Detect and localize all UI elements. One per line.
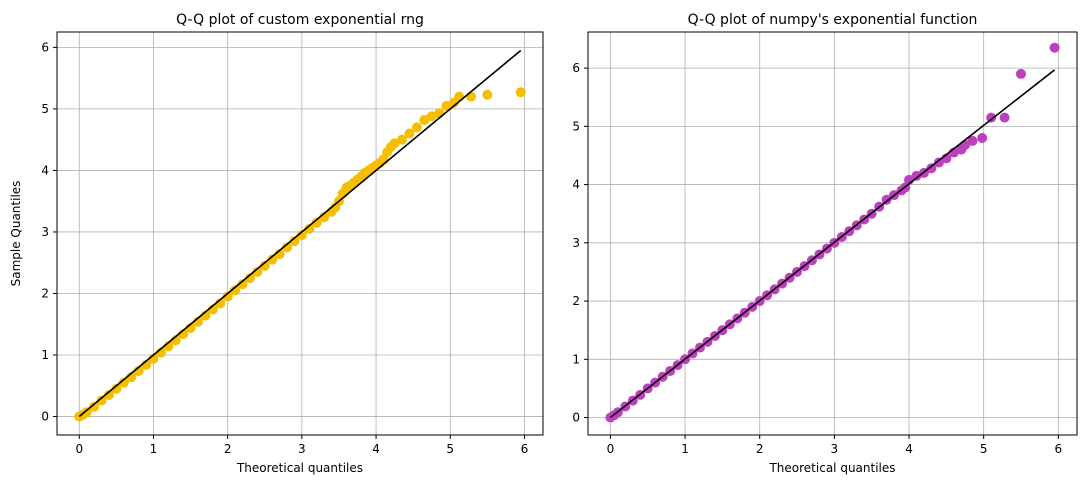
data-point	[267, 254, 278, 265]
x-tick-label: 3	[298, 442, 306, 456]
data-point	[404, 128, 415, 139]
data-point	[419, 114, 430, 125]
data-point	[252, 266, 263, 277]
x-tick-label: 6	[1055, 442, 1063, 456]
data-point	[411, 122, 422, 133]
y-tick-label: 3	[41, 225, 49, 239]
y-tick-label: 5	[41, 102, 49, 116]
data-point	[259, 260, 270, 271]
y-tick-label: 0	[572, 411, 580, 425]
data-point	[96, 395, 107, 406]
data-point	[304, 223, 315, 234]
data-point	[89, 401, 100, 412]
y-axis-label: Sample Quantiles	[9, 181, 23, 287]
data-point	[466, 91, 477, 102]
chart-title: Q-Q plot of numpy's exponential function	[688, 12, 978, 28]
y-tick-label: 5	[572, 119, 580, 133]
x-tick-label: 5	[446, 442, 454, 456]
y-tick-label: 2	[41, 286, 49, 300]
data-point	[230, 285, 241, 296]
data-point	[311, 217, 322, 228]
data-point	[986, 112, 997, 123]
x-tick-label: 1	[681, 442, 689, 456]
x-tick-label: 6	[521, 442, 529, 456]
data-point	[454, 91, 465, 102]
data-point	[977, 132, 988, 143]
data-point	[282, 242, 293, 253]
data-point	[434, 108, 445, 119]
right-qq-plot: 0 1 2 3 4 5 6 0 1 2 3 4 5 6 Q-Q plot of numpy's expone…	[572, 12, 1078, 475]
data-point	[222, 291, 233, 302]
x-tick-label: 1	[150, 442, 158, 456]
data-point	[111, 383, 122, 394]
y-tick-label: 3	[572, 236, 580, 250]
data-point	[881, 194, 892, 205]
data-point	[933, 157, 944, 168]
chart-title: Q-Q plot of custom exponential rng	[176, 12, 424, 28]
x-tick-label: 0	[75, 442, 83, 456]
x-tick-label: 3	[831, 442, 839, 456]
x-tick-label: 2	[224, 442, 232, 456]
data-point	[118, 377, 129, 388]
y-tick-label: 6	[41, 40, 49, 54]
data-point	[482, 89, 493, 100]
reference-line	[609, 69, 1056, 419]
reference-line	[78, 49, 522, 418]
data-point	[289, 236, 300, 247]
y-tick-label: 1	[572, 352, 580, 366]
data-point	[999, 112, 1010, 123]
data-point	[967, 135, 978, 146]
data-point	[1049, 42, 1060, 53]
y-tick-label: 6	[572, 61, 580, 75]
x-tick-label: 4	[905, 442, 913, 456]
data-point	[515, 87, 526, 98]
x-tick-label: 0	[607, 442, 615, 456]
plot-frame	[587, 31, 1078, 436]
data-point	[103, 390, 114, 401]
plot-frame	[56, 31, 544, 436]
left-qq-plot: 0 1 2 3 4 5 6 0 1 2 3 4 5 6 Q-Q plot of custom exponen…	[9, 12, 544, 475]
y-tick-label: 4	[572, 178, 580, 192]
y-tick-label: 2	[572, 294, 580, 308]
data-point	[389, 138, 400, 149]
y-tick-label: 1	[41, 348, 49, 362]
data-point	[237, 279, 248, 290]
y-tick-label: 0	[41, 410, 49, 424]
data-point	[397, 134, 408, 145]
x-tick-label: 2	[756, 442, 764, 456]
data-point	[296, 230, 307, 241]
x-tick-label: 5	[980, 442, 988, 456]
y-tick-label: 4	[41, 163, 49, 177]
data-point	[81, 407, 92, 418]
data-point	[1016, 68, 1027, 79]
x-axis-label: Theoretical quantiles	[236, 461, 363, 475]
data-point	[244, 273, 255, 284]
x-axis-label: Theoretical quantiles	[768, 461, 895, 475]
data-point	[926, 163, 937, 174]
x-tick-label: 4	[372, 442, 380, 456]
